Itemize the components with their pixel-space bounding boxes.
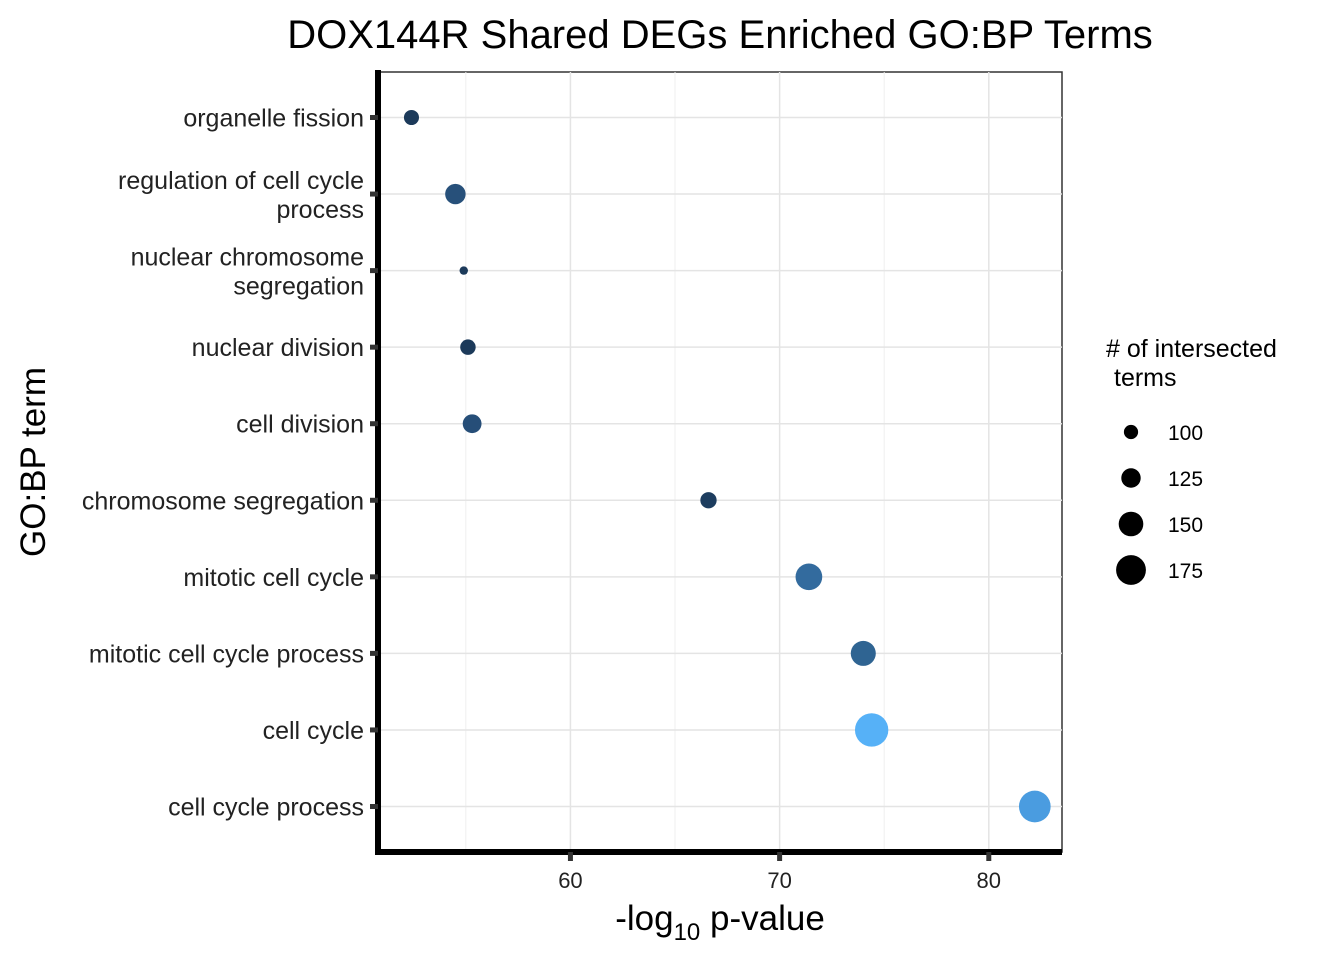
data-points — [403, 109, 1051, 823]
y-tick-label: chromosome segregation — [82, 487, 364, 515]
x-axis-title: -log10 p-value — [615, 899, 825, 946]
y-tick-label-line: nuclear division — [192, 334, 364, 362]
data-point — [795, 563, 823, 591]
grid-lines — [378, 72, 1062, 852]
legend-label: 100 — [1168, 422, 1203, 445]
y-tick-label: organelle fission — [183, 105, 364, 133]
y-axis-title: GO:BP term — [14, 367, 53, 557]
y-tick-label: regulation of cell cycle process — [118, 167, 364, 224]
legend-title: # of intersected terms — [1106, 335, 1277, 392]
legend-label: 150 — [1168, 514, 1203, 537]
y-tick-label-line: organelle fission — [183, 105, 364, 133]
y-tick-label: nuclear division — [192, 334, 364, 362]
chart-title: DOX144R Shared DEGs Enriched GO:BP Terms — [287, 13, 1153, 57]
y-tick-label-line: cell cycle process — [168, 794, 364, 822]
legend-key — [1118, 511, 1144, 537]
x-tick-label: 60 — [558, 868, 582, 893]
legend-title-line-2: terms — [1114, 364, 1177, 392]
y-tick-label-line: mitotic cell cycle — [183, 564, 364, 592]
plot-panel — [377, 71, 1063, 853]
x-tick-label: 70 — [767, 868, 791, 893]
y-tick-label-line: chromosome segregation — [82, 487, 364, 515]
data-point — [854, 713, 889, 747]
data-point — [459, 266, 468, 275]
size-legend: # of intersected terms 100 125 150 175 — [1106, 335, 1277, 585]
x-axis-title-log: -log — [615, 899, 673, 938]
x-axis-title-rest: p-value — [700, 899, 825, 938]
data-point — [403, 109, 419, 126]
legend-key — [1123, 424, 1139, 440]
x-axis-ticks: 60 70 80 — [558, 852, 1001, 893]
legend-label: 175 — [1168, 560, 1203, 583]
data-point — [850, 640, 876, 666]
y-tick-label: cell cycle — [263, 717, 364, 745]
y-tick-label: cell division — [236, 411, 364, 439]
x-axis-title-subscript: 10 — [674, 919, 701, 946]
data-point — [462, 414, 482, 434]
y-tick-label: mitotic cell cycle process — [89, 640, 364, 668]
data-point — [460, 339, 476, 355]
legend-items: 100 125 150 175 — [1116, 422, 1203, 585]
y-tick-label-line: regulation of cell cycle — [118, 167, 364, 195]
y-tick-label-line: nuclear chromosome — [131, 244, 364, 272]
data-point — [445, 183, 466, 205]
y-tick-label: mitotic cell cycle — [183, 564, 364, 592]
y-tick-label-line: cell division — [236, 411, 364, 439]
y-tick-label: cell cycle process — [168, 794, 364, 822]
legend-title-line-1: # of intersected — [1106, 335, 1277, 363]
data-point — [1018, 790, 1051, 823]
y-tick-label-line: cell cycle — [263, 717, 364, 745]
legend-label: 125 — [1168, 468, 1203, 491]
legend-key — [1121, 468, 1141, 488]
y-tick-label-line: process — [276, 196, 364, 224]
legend-key — [1116, 555, 1146, 585]
data-point — [700, 492, 717, 509]
y-tick-label: nuclear chromosome segregation — [131, 244, 364, 301]
y-axis-ticks: organelle fission regulation of cell cycl… — [82, 105, 378, 822]
y-tick-label-line: mitotic cell cycle process — [89, 640, 364, 668]
y-tick-label-line: segregation — [233, 273, 364, 301]
x-tick-label: 80 — [977, 868, 1001, 893]
